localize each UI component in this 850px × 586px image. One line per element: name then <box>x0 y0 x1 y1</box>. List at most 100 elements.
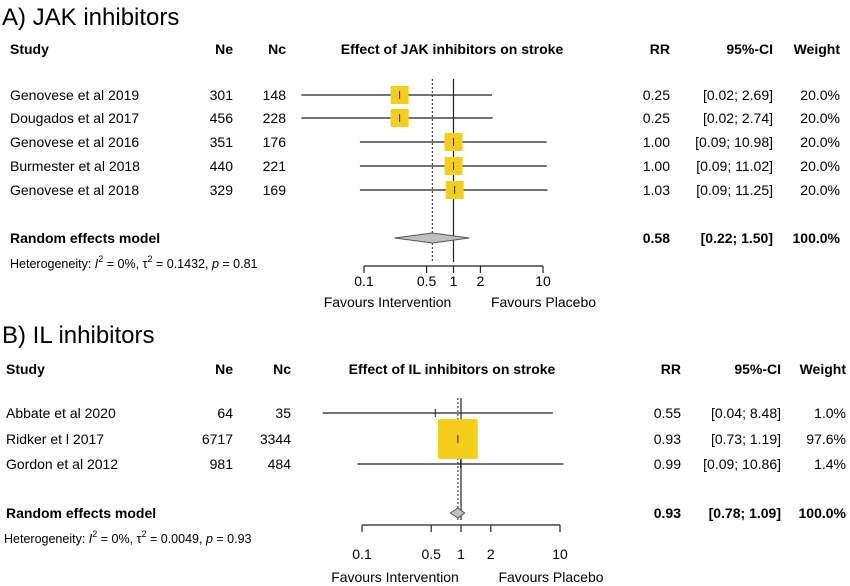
x-tick-label: 1 <box>457 546 465 562</box>
pooled-rr: 0.58 <box>643 230 670 246</box>
study-weight: 20.0% <box>800 182 840 198</box>
panel-a: A) JAK inhibitors Study Ne Nc Effect of … <box>2 4 841 310</box>
panel-a-rows: Genovese et al 2019 301 148 0.25 [0.02; 2.69… <box>10 87 841 246</box>
het-tau: τ <box>143 257 148 271</box>
x-tick-label: 2 <box>477 273 485 289</box>
x-tick-label: 0.5 <box>421 546 441 562</box>
study-rr: 0.25 <box>643 87 670 103</box>
het-i2-sup: 2 <box>92 529 97 539</box>
x-tick-label: 0.1 <box>352 546 372 562</box>
study-ne: 440 <box>210 158 234 174</box>
panel-b-title: B) IL inhibitors <box>2 322 155 349</box>
panel-a-header-ci: 95%-CI <box>726 41 773 57</box>
het-i2: I <box>89 532 93 546</box>
het-p-val: = 0.93 <box>213 532 252 546</box>
pooled-label: Random effects model <box>10 230 160 246</box>
study-name: Dougados et al 2017 <box>10 110 139 126</box>
study-ne: 64 <box>217 405 233 421</box>
study-name: Gordon et al 2012 <box>6 456 118 472</box>
study-nc: 221 <box>263 158 287 174</box>
study-name: Genovese et al 2019 <box>10 87 139 103</box>
study-name: Genovese et al 2016 <box>10 134 139 150</box>
x-tick-label: 10 <box>552 546 568 562</box>
panel-a-header-ne: Ne <box>215 41 233 57</box>
study-nc: 148 <box>263 87 287 103</box>
panel-b-header-study: Study <box>6 361 45 377</box>
study-weight: 20.0% <box>800 134 840 150</box>
panel-a-plot-title: Effect of JAK inhibitors on stroke <box>341 41 564 57</box>
het-prefix: Heterogeneity: <box>4 532 89 546</box>
panel-a-header-weight: Weight <box>794 41 841 57</box>
het-i2-sup: 2 <box>98 254 103 264</box>
study-weight: 20.0% <box>800 87 840 103</box>
study-nc: 176 <box>263 134 287 150</box>
study-ne: 981 <box>210 456 234 472</box>
x-tick-label: 0.1 <box>354 273 374 289</box>
study-weight: 1.4% <box>814 456 846 472</box>
x-tick-label: 0.5 <box>417 273 437 289</box>
favours-right-label: Favours Placebo <box>498 569 603 585</box>
panel-a-header-study: Study <box>10 41 49 57</box>
study-rr: 1.03 <box>643 182 670 198</box>
study-ne: 6717 <box>202 431 233 447</box>
study-nc: 35 <box>275 405 291 421</box>
favours-left-label: Favours Intervention <box>331 569 459 585</box>
study-rr: 0.55 <box>654 405 681 421</box>
study-name: Burmester et al 2018 <box>10 158 140 174</box>
het-p-val: = 0.81 <box>219 257 258 271</box>
het-i2-val: = 0%, <box>103 257 142 271</box>
pooled-ci: [0.22; 1.50] <box>701 230 773 246</box>
panel-b-heterogeneity: Heterogeneity: I2 = 0%, τ2 = 0.0049, p =… <box>4 529 252 546</box>
panel-b-header-ci: 95%-CI <box>734 361 781 377</box>
study-ci: [0.04; 8.48] <box>711 405 781 421</box>
study-rr: 1.00 <box>643 158 670 174</box>
het-p: p <box>211 257 219 271</box>
panel-a-title: A) JAK inhibitors <box>2 4 179 31</box>
het-i2: I <box>95 257 99 271</box>
favours-right-label: Favours Placebo <box>491 294 596 310</box>
study-ci: [0.09; 10.98] <box>695 134 773 150</box>
het-tau-sup: 2 <box>142 529 147 539</box>
het-i2-val: = 0%, <box>97 532 136 546</box>
study-ci: [0.09; 10.86] <box>703 456 781 472</box>
panel-b: B) IL inhibitors Study Ne Nc Effect of I… <box>2 322 847 585</box>
pooled-label: Random effects model <box>6 505 156 521</box>
het-tau: τ <box>137 532 142 546</box>
study-weight: 20.0% <box>800 158 840 174</box>
study-rr: 0.99 <box>654 456 681 472</box>
x-tick-label: 2 <box>487 546 495 562</box>
het-tau-val: = 0.1432, <box>153 257 212 271</box>
x-tick-label: 10 <box>535 273 551 289</box>
study-weight: 20.0% <box>800 110 840 126</box>
study-ne: 329 <box>210 182 234 198</box>
panel-b-header-rr: RR <box>661 361 681 377</box>
pooled-diamond <box>449 507 466 519</box>
x-tick-label: 1 <box>450 273 458 289</box>
het-tau-sup: 2 <box>148 254 153 264</box>
study-rr: 1.00 <box>643 134 670 150</box>
panel-a-header-rr: RR <box>650 41 670 57</box>
panel-b-plot-area: 0.1 0.5 1 2 10 Favours Intervention Favours Pl… <box>322 398 604 585</box>
panel-b-rows: Abbate et al 2020 64 35 0.55 [0.04; 8.48] 1.0… <box>6 405 847 521</box>
panel-a-heterogeneity: Heterogeneity: I2 = 0%, τ2 = 0.1432, p =… <box>10 254 258 271</box>
study-nc: 484 <box>268 456 292 472</box>
study-weight: 97.6% <box>806 431 846 447</box>
study-ci: [0.73; 1.19] <box>711 431 781 447</box>
pooled-weight: 100.0% <box>799 505 847 521</box>
pooled-rr: 0.93 <box>654 505 681 521</box>
panel-a-header-nc: Nc <box>268 41 286 57</box>
study-ne: 456 <box>210 110 234 126</box>
study-rr: 0.25 <box>643 110 670 126</box>
panel-b-header-nc: Nc <box>273 361 291 377</box>
panel-a-plot-area: 0.1 0.5 1 2 10 Favours Intervention Favours Pl… <box>301 79 596 310</box>
study-nc: 228 <box>263 110 287 126</box>
study-ne: 301 <box>210 87 234 103</box>
study-name: Ridker et l 2017 <box>6 431 104 447</box>
het-prefix: Heterogeneity: <box>10 257 95 271</box>
study-weight: 1.0% <box>814 405 846 421</box>
study-ci: [0.09; 11.25] <box>696 182 773 198</box>
het-p: p <box>205 532 213 546</box>
panel-b-plot-title: Effect of IL inhibitors on stroke <box>349 361 556 377</box>
pooled-ci: [0.78; 1.09] <box>709 505 781 521</box>
